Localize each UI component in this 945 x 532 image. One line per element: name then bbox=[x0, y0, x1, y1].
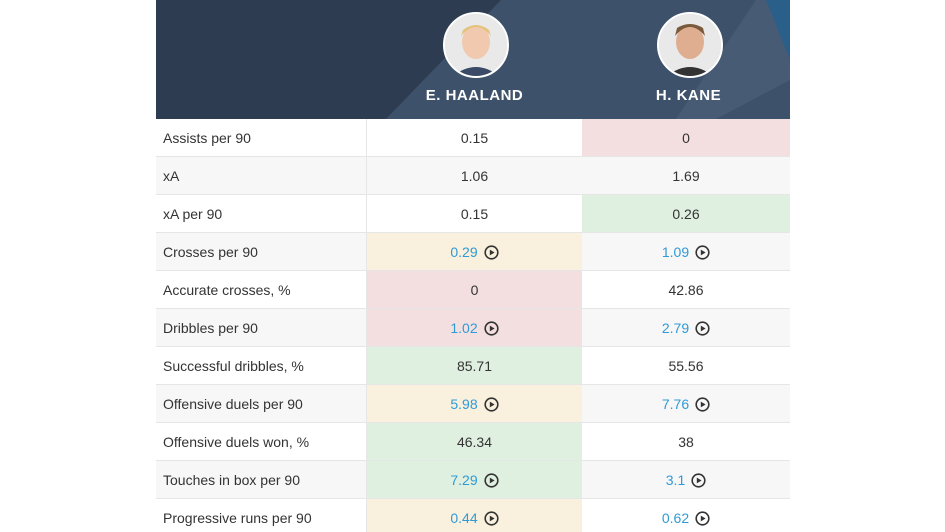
stat-label-cell: Progressive runs per 90 bbox=[156, 498, 367, 532]
player-name: H. KANE bbox=[655, 87, 722, 104]
stat-label: Dribbles per 90 bbox=[163, 319, 258, 336]
stat-value-cell: 0.15 bbox=[366, 194, 582, 233]
stat-value: 1.69 bbox=[672, 167, 700, 184]
stat-value: 55.56 bbox=[668, 357, 704, 374]
stat-row: Assists per 90 0.15 0 bbox=[156, 119, 790, 157]
stat-label-cell: Offensive duels won, % bbox=[156, 422, 367, 461]
stat-value[interactable]: 7.76 bbox=[661, 395, 690, 412]
stat-label: Crosses per 90 bbox=[163, 243, 258, 260]
stat-label-cell: Offensive duels per 90 bbox=[156, 384, 367, 423]
stats-table: Assists per 90 0.15 0 xA 1.06 1.69 xA per 90 0.… bbox=[156, 119, 790, 532]
stat-row: Crosses per 90 0.29 1.09 bbox=[156, 232, 790, 271]
player-col: E. HAALAND bbox=[367, 0, 582, 119]
stat-value: 0.26 bbox=[672, 205, 700, 222]
stat-label: Offensive duels per 90 bbox=[163, 395, 303, 412]
stat-value: 0 bbox=[470, 281, 479, 298]
stat-value-cell: 0 bbox=[366, 270, 582, 309]
avatar bbox=[443, 12, 509, 78]
play-icon[interactable] bbox=[484, 244, 499, 260]
stat-value-cell: 1.02 bbox=[366, 308, 582, 347]
stat-row: Accurate crosses, % 0 42.86 bbox=[156, 270, 790, 309]
stat-row: Progressive runs per 90 0.44 0.62 bbox=[156, 498, 790, 532]
stat-value-cell: 7.76 bbox=[582, 384, 790, 423]
stat-label: Assists per 90 bbox=[163, 129, 251, 146]
stat-label: Accurate crosses, % bbox=[163, 281, 291, 298]
stat-label: Progressive runs per 90 bbox=[163, 509, 312, 526]
stat-value[interactable]: 5.98 bbox=[450, 395, 478, 412]
stat-label-cell: Dribbles per 90 bbox=[156, 308, 367, 347]
stat-value: 85.71 bbox=[456, 357, 493, 374]
play-icon[interactable] bbox=[695, 320, 710, 336]
stat-label-cell: Accurate crosses, % bbox=[156, 270, 367, 309]
stat-value-cell: 0.44 bbox=[366, 498, 582, 532]
stat-value-cell: 1.69 bbox=[582, 156, 790, 195]
stat-label-cell: Successful dribbles, % bbox=[156, 346, 367, 385]
stat-value[interactable]: 0.44 bbox=[450, 509, 478, 526]
stat-value-cell: 46.34 bbox=[366, 422, 582, 461]
play-icon[interactable] bbox=[484, 320, 499, 336]
stat-value[interactable]: 1.09 bbox=[661, 243, 690, 260]
stat-value: 38 bbox=[678, 433, 694, 450]
player-col: H. KANE bbox=[581, 0, 790, 119]
stat-label: xA bbox=[163, 167, 180, 184]
comparison-panel: E. HAALAND H. KANE Assists per 90 0.15 0 xA… bbox=[156, 0, 790, 532]
stat-value-cell: 1.06 bbox=[366, 156, 582, 195]
stat-row: xA 1.06 1.69 bbox=[156, 156, 790, 195]
stat-value[interactable]: 1.02 bbox=[450, 319, 478, 336]
stat-label-cell: xA bbox=[156, 156, 367, 195]
stat-value-cell: 1.09 bbox=[582, 232, 790, 271]
stat-value-cell: 38 bbox=[582, 422, 790, 461]
stat-value: 42.86 bbox=[668, 281, 704, 298]
stat-row: Offensive duels won, % 46.34 38 bbox=[156, 422, 790, 461]
stat-label: Touches in box per 90 bbox=[163, 471, 300, 488]
stat-label-cell: Assists per 90 bbox=[156, 119, 367, 157]
stat-label-cell: Touches in box per 90 bbox=[156, 460, 367, 499]
stat-value-cell: 0.15 bbox=[366, 119, 582, 157]
stat-value-cell: 3.1 bbox=[582, 460, 790, 499]
stat-value: 0 bbox=[682, 129, 690, 146]
stat-label-cell: Crosses per 90 bbox=[156, 232, 367, 271]
play-icon[interactable] bbox=[484, 396, 499, 412]
stat-row: Touches in box per 90 7.29 3.1 bbox=[156, 460, 790, 499]
stat-value: 1.06 bbox=[460, 167, 489, 184]
header: E. HAALAND H. KANE bbox=[156, 0, 790, 119]
stat-value[interactable]: 0.62 bbox=[661, 509, 690, 526]
stat-value[interactable]: 3.1 bbox=[665, 471, 686, 488]
stat-value-cell: 0.26 bbox=[582, 194, 790, 233]
stat-row: Successful dribbles, % 85.71 55.56 bbox=[156, 346, 790, 385]
stat-row: xA per 90 0.15 0.26 bbox=[156, 194, 790, 233]
stat-value-cell: 0.29 bbox=[366, 232, 582, 271]
stat-label: Offensive duels won, % bbox=[163, 433, 310, 450]
stat-value: 46.34 bbox=[456, 433, 493, 450]
play-icon[interactable] bbox=[695, 244, 710, 260]
stat-value-cell: 0 bbox=[582, 119, 790, 157]
stat-value-cell: 7.29 bbox=[366, 460, 582, 499]
stat-value-cell: 0.62 bbox=[582, 498, 790, 532]
stat-value-cell: 2.79 bbox=[582, 308, 790, 347]
stat-value[interactable]: 7.29 bbox=[450, 471, 478, 488]
play-icon[interactable] bbox=[691, 472, 706, 488]
stat-label: Successful dribbles, % bbox=[163, 357, 304, 374]
stat-value[interactable]: 0.29 bbox=[450, 243, 478, 260]
player-name: E. HAALAND bbox=[425, 87, 524, 104]
stat-label-cell: xA per 90 bbox=[156, 194, 367, 233]
avatar bbox=[657, 12, 723, 78]
stat-value-cell: 55.56 bbox=[582, 346, 790, 385]
stat-value-cell: 42.86 bbox=[582, 270, 790, 309]
stat-row: Dribbles per 90 1.02 2.79 bbox=[156, 308, 790, 347]
stat-value-cell: 5.98 bbox=[366, 384, 582, 423]
play-icon[interactable] bbox=[695, 510, 710, 526]
stat-value-cell: 85.71 bbox=[366, 346, 582, 385]
play-icon[interactable] bbox=[484, 510, 499, 526]
stat-value: 0.15 bbox=[460, 205, 489, 222]
stat-label: xA per 90 bbox=[163, 205, 223, 222]
play-icon[interactable] bbox=[695, 396, 710, 412]
stat-row: Offensive duels per 90 5.98 7.76 bbox=[156, 384, 790, 423]
stat-value[interactable]: 2.79 bbox=[661, 319, 690, 336]
stat-value: 0.15 bbox=[460, 129, 489, 146]
play-icon[interactable] bbox=[484, 472, 499, 488]
